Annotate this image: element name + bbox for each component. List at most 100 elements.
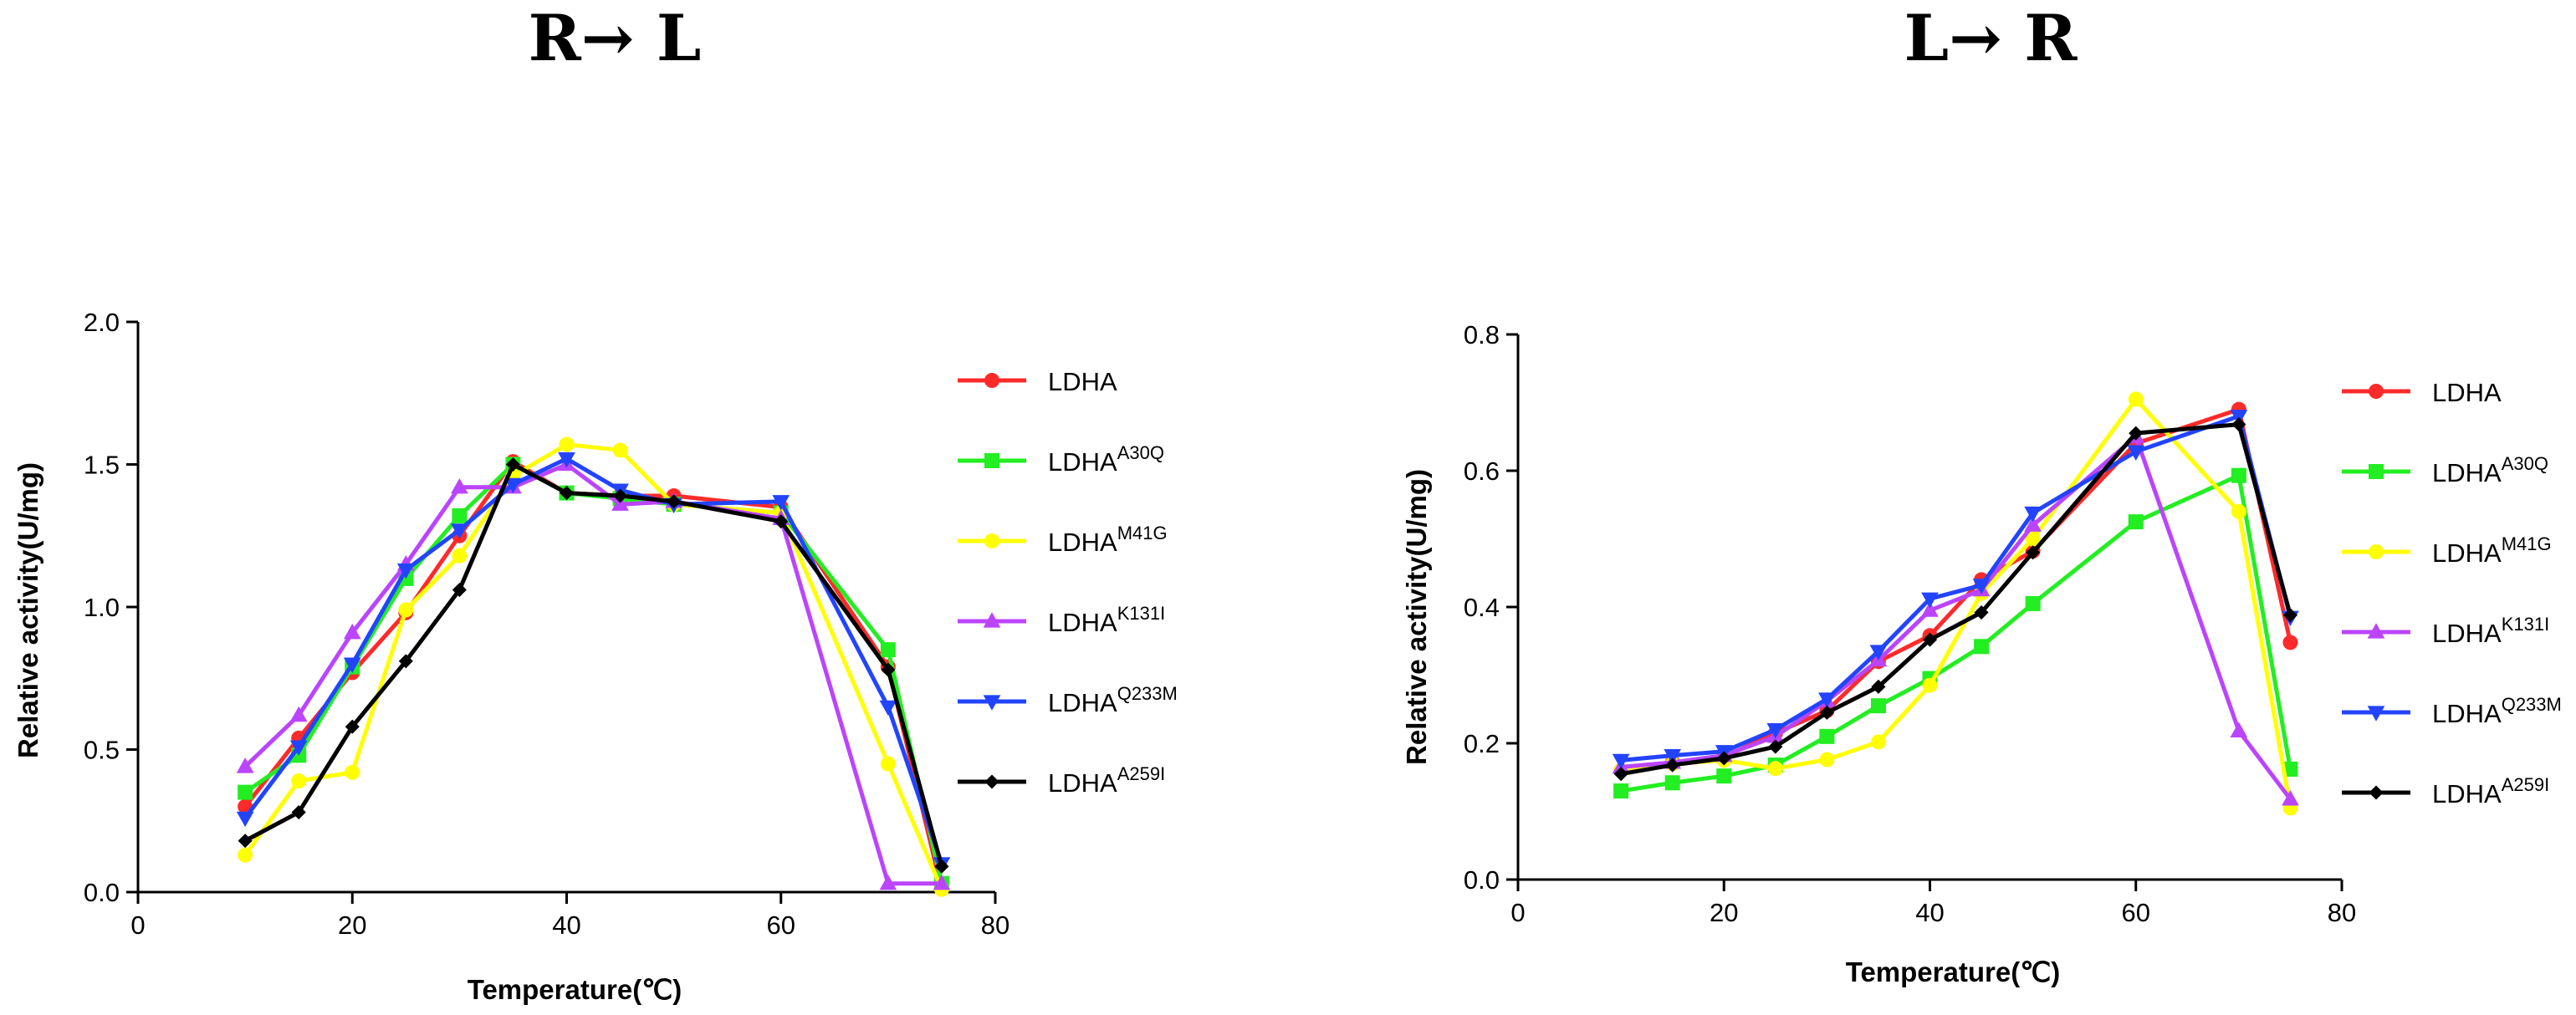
data-point [879,700,897,717]
data-point [881,662,896,677]
data-point [772,495,790,511]
data-point [1664,775,1680,791]
data-point [2231,467,2246,483]
data-point [343,623,361,640]
data-point [1974,639,1990,655]
series-line [1620,422,2292,777]
chart-right-legend: LDHA LDHAA30Q LDHAM41G LDHAK131I LDHAQ233M LD… [2342,378,2562,808]
data-point [289,740,308,756]
data-point [2128,514,2144,530]
data-point [2282,635,2298,650]
data-point [398,602,414,618]
data-point [2025,531,2041,547]
data-point [934,859,949,874]
data-point [345,764,360,780]
data-point [2127,445,2145,461]
y-tick-label: 1.0 [84,593,120,622]
legend-label: LDHAQ233M [2432,694,2562,728]
legend-label: LDHAK131I [1048,603,1165,637]
legend-label: LDHAM41G [1048,523,1168,557]
data-point [1819,752,1835,768]
data-point [1613,783,1629,799]
data-point [291,773,307,789]
data-point [1819,705,1834,720]
chart-left-title: R→ L [529,1,702,75]
y-tick-label: 0.0 [84,878,120,907]
data-point [236,811,254,828]
data-point [451,523,468,539]
legend-marker [2369,384,2384,399]
y-tick-label: 0.2 [1464,729,1500,758]
data-point [1972,579,1991,594]
chart-right: L→ R 0 20 40 60 80 0.0 0.2 0.4 0.6 0.8 Temperatur… [1401,1,2562,987]
x-tick-label: 40 [552,910,580,940]
data-point [1974,604,1989,620]
data-point [1766,723,1785,739]
chart-left-x-label: Temperature(℃) [468,974,682,1005]
legend-item: LDHAA30Q [958,442,1164,477]
legend-item: LDHAM41G [2342,533,2552,568]
x-tick-label: 60 [2122,898,2150,927]
series-A259I [238,456,949,874]
y-tick-label: 0.5 [84,736,120,765]
chart-left: R→ L 0 20 40 60 80 0.0 0.5 1.0 1.5 2.0 Temperatur… [13,1,1178,1005]
data-point [1922,632,1938,647]
data-point [879,874,897,890]
legend-item: LDHAK131I [2342,614,2549,648]
data-point [504,477,522,494]
legend-marker [983,612,1001,628]
x-tick-label: 60 [767,910,795,940]
data-point [1665,757,1680,773]
legend-label: LDHAA30Q [1048,442,1164,477]
data-point [2024,506,2042,523]
data-point [1613,767,1628,782]
data-point [505,456,520,472]
data-point [2282,790,2299,806]
data-point [559,486,575,501]
series-line [1620,414,2292,763]
data-point [2230,722,2248,737]
legend-item: LDHAK131I [958,603,1165,637]
data-point [1921,592,1939,609]
data-point [1871,679,1886,694]
y-tick-label: 0.6 [1464,456,1500,486]
legend-marker [983,695,1001,711]
y-tick-label: 2.0 [84,308,120,337]
y-tick-label: 0.4 [1464,593,1500,622]
data-point [1664,749,1682,765]
data-point [1767,761,1783,777]
data-point [238,834,253,849]
data-point [2282,608,2297,623]
data-point [1921,601,1939,617]
legend-label: LDHAA259I [1048,763,1165,798]
legend-label: LDHAM41G [2432,533,2552,568]
chart-right-plot: 0 20 40 60 80 0.0 0.2 0.4 0.6 0.8 [1464,320,2356,927]
chart-left-y-label: Relative activity(U/mg) [13,462,43,758]
data-point [1870,698,1886,714]
data-point [343,657,361,673]
data-point [1768,739,1783,754]
legend-marker [2367,706,2385,722]
legend-marker [2369,785,2384,800]
legend-label: LDHA [1048,367,1117,396]
chart-right-x-label: Temperature(℃) [1846,956,2061,987]
legend-marker [984,774,999,789]
data-point [1818,692,1836,708]
legend-marker [2367,623,2385,639]
series-line [243,442,944,890]
series-A30Q [1613,467,2298,799]
x-tick-label: 80 [981,910,1009,940]
data-point [2024,516,2042,532]
legend-item: LDHA [2342,378,2502,407]
data-point [612,442,628,458]
legend-marker [2369,464,2384,479]
data-point [613,488,628,503]
data-point [933,874,951,890]
series-line [1620,434,2292,801]
y-tick-label: 0.0 [1464,865,1500,895]
legend-item: LDHAA30Q [2342,453,2548,487]
data-point [1612,753,1630,770]
data-point [289,706,308,722]
data-point [452,548,468,564]
legend-marker [984,373,999,388]
